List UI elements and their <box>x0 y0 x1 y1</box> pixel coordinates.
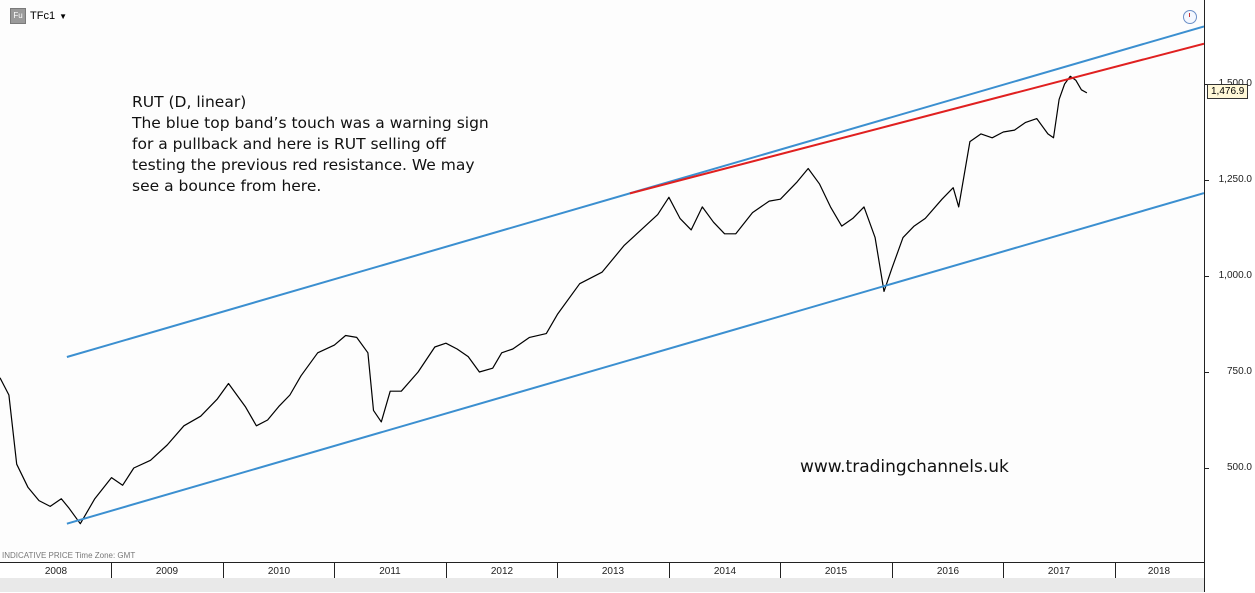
channel-line <box>66 192 1204 525</box>
x-tick-label: 2014 <box>713 566 737 577</box>
annotation-line: testing the previous red resistance. We … <box>132 156 475 174</box>
x-tick-label: 2008 <box>44 566 68 577</box>
x-tick-label: 2015 <box>824 566 848 577</box>
annotation-line: RUT (D, linear) <box>132 93 247 111</box>
y-tick-mark <box>1205 468 1209 469</box>
y-tick-label: 750.0 <box>1226 366 1252 377</box>
annotation-line: see a bounce from here. <box>132 177 322 195</box>
year-separator <box>1003 563 1004 579</box>
year-separator <box>780 563 781 579</box>
year-separator <box>669 563 670 579</box>
year-separator <box>557 563 558 579</box>
y-tick-mark <box>1205 180 1209 181</box>
price-series-line <box>0 75 1088 525</box>
chart-header[interactable]: Fu TFc1 ▼ <box>10 8 67 24</box>
price-chart <box>0 25 1204 525</box>
plot-area <box>0 25 1204 525</box>
y-tick-label: 1,000.0 <box>1218 270 1252 281</box>
resistance-line <box>629 42 1204 195</box>
y-tick-label: 1,500.0 <box>1219 78 1252 89</box>
clock-icon[interactable] <box>1183 10 1197 24</box>
x-tick-label: 2018 <box>1147 566 1171 577</box>
indicative-price-note: INDICATIVE PRICE Time Zone: GMT <box>2 551 136 560</box>
x-tick-label: 2011 <box>379 566 401 577</box>
last-price-label: 1,476.9 <box>1207 84 1249 99</box>
symbol-label[interactable]: TFc1 <box>30 10 56 22</box>
annotation-line: The blue top band’s touch was a warning … <box>132 114 489 132</box>
x-tick-label: 2016 <box>936 566 960 577</box>
x-tick-label: 2009 <box>155 566 179 577</box>
x-tick-label: 2012 <box>490 566 514 577</box>
y-tick-label: 1,250.0 <box>1218 174 1252 185</box>
x-tick-label: 2013 <box>601 566 625 577</box>
year-separator <box>446 563 447 579</box>
watermark-text: www.tradingchannels.uk <box>800 457 1009 477</box>
caret-down-icon[interactable]: ▼ <box>59 11 67 21</box>
year-separator <box>334 563 335 579</box>
x-tick-label: 2017 <box>1047 566 1071 577</box>
year-separator <box>892 563 893 579</box>
y-tick-mark <box>1205 372 1209 373</box>
time-axis-scrollbar[interactable] <box>0 578 1204 592</box>
y-tick-mark <box>1205 276 1209 277</box>
year-separator <box>111 563 112 579</box>
x-tick-label: 2010 <box>267 566 291 577</box>
chart-annotation: RUT (D, linear) The blue top band’s touc… <box>132 92 532 197</box>
year-separator <box>223 563 224 579</box>
instrument-type-badge[interactable]: Fu <box>10 8 26 24</box>
y-tick-label: 500.0 <box>1226 462 1252 473</box>
year-separator <box>1115 563 1116 579</box>
annotation-line: for a pullback and here is RUT selling o… <box>132 135 446 153</box>
